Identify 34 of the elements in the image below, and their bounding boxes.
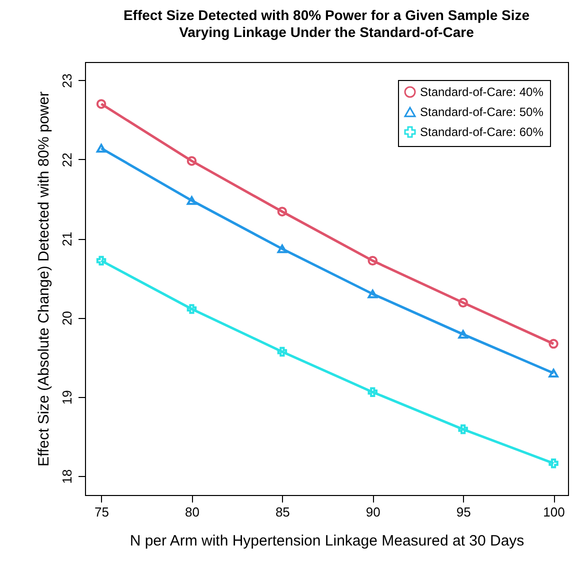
point [368, 387, 378, 397]
y-tick-label: 23 [60, 73, 74, 88]
point [548, 458, 558, 468]
x-axis-title: N per Arm with Hypertension Linkage Measured at 30 Days [130, 532, 524, 550]
point [458, 298, 468, 308]
point [548, 368, 558, 378]
x-tick-label: 100 [543, 504, 565, 520]
chart-title: Effect Size Detected with 80% Power for a Given Sample Size Varying Linkage Under the Standard-of-Care [123, 7, 530, 40]
point [277, 244, 288, 254]
x-tick-label: 95 [456, 504, 471, 520]
point [186, 196, 197, 205]
legend-label: Standard-of-Care: 40% [420, 85, 544, 99]
point [458, 330, 468, 339]
y-tick-label: 22 [60, 152, 74, 168]
point [277, 346, 288, 357]
point [186, 304, 197, 314]
point [277, 206, 288, 216]
y-tick-label: 21 [60, 232, 74, 246]
point [458, 424, 468, 434]
point [96, 256, 106, 266]
legend-label: Standard-of-Care: 50% [420, 105, 544, 119]
x-tick-label: 85 [275, 504, 290, 520]
x-tick-label: 75 [94, 504, 110, 520]
y-axis-title: Effect Size (Absolute Change) Detected with 80% power [36, 92, 52, 466]
y-tick-label: 18 [60, 469, 74, 484]
point [96, 144, 106, 153]
legend-label: Standard-of-Care: 60% [420, 125, 544, 139]
point [368, 290, 378, 298]
y-tick-label: 19 [60, 390, 74, 405]
x-tick-label: 80 [184, 504, 200, 520]
x-tick-label: 90 [366, 504, 380, 520]
point [368, 256, 378, 266]
point [186, 156, 197, 166]
y-tick-label: 20 [60, 310, 74, 326]
